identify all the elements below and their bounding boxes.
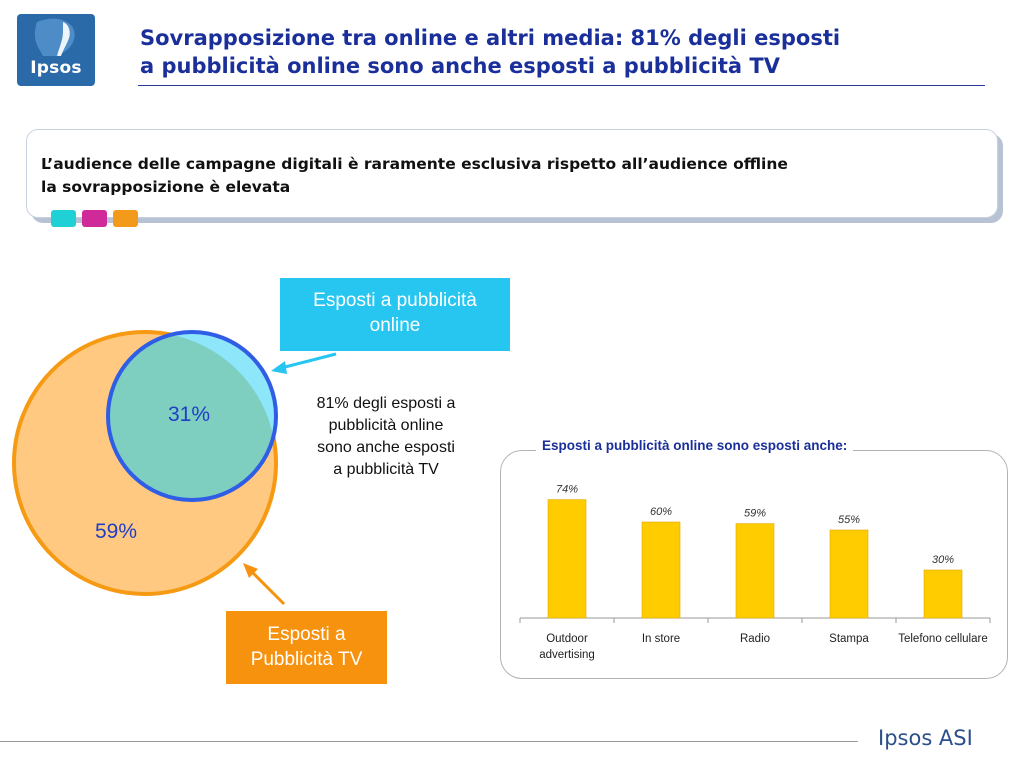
data-label: 74% (556, 484, 578, 496)
venn-overlap-region (108, 332, 276, 500)
footer-divider (0, 741, 858, 742)
arrow-tv-head (243, 563, 258, 578)
bar (641, 521, 681, 619)
bar (923, 569, 963, 619)
category-label: In store (642, 633, 680, 645)
overlap-note-line4: a pubblicità TV (333, 461, 439, 478)
category-label: Stampa (829, 633, 869, 645)
ipsos-logo: Ipsos (17, 14, 95, 86)
callout-online: Esposti a pubblicità online (280, 278, 510, 351)
category-label: Telefono cellulare (898, 633, 988, 645)
title-divider (138, 85, 985, 86)
chart-title: Esposti a pubblicità online sono esposti… (536, 438, 854, 453)
overlap-note-line3: sono anche esposti (317, 439, 455, 456)
category-label: advertising (539, 649, 595, 661)
subtitle-box (26, 129, 998, 218)
overlap-note-line1: 81% degli esposti a (316, 395, 456, 412)
callout-online-line1: Esposti a pubblicità (313, 290, 477, 311)
venn-diagram (12, 330, 278, 596)
overlap-note-line2: pubblicità online (328, 417, 444, 434)
category-label: Radio (740, 633, 770, 645)
venn-overlap-label: 31% (168, 403, 211, 426)
venn-tv-label: 59% (95, 520, 138, 543)
decor-square-magenta (82, 210, 107, 227)
callout-tv: Esposti a Pubblicità TV (226, 611, 387, 684)
callout-online-line2: online (369, 315, 421, 336)
data-label: 30% (932, 554, 954, 566)
callout-tv-line1: Esposti a (267, 624, 346, 645)
footer-brand: Ipsos ASI (878, 726, 973, 750)
page-title: Sovrapposizione tra online e altri media… (140, 24, 985, 80)
arrow-online (280, 352, 337, 370)
arrow-online-head (271, 361, 287, 374)
bar (735, 523, 775, 619)
overlap-note: 81% degli esposti a pubblicità online so… (286, 393, 486, 481)
subtitle-text: L’audience delle campagne digitali è rar… (41, 153, 991, 199)
subtitle-line2: la sovrapposizione è elevata (41, 178, 291, 196)
decor-square-cyan (51, 210, 76, 227)
page-title-line1: Sovrapposizione tra online e altri media… (140, 26, 841, 50)
venn-online-outline (106, 330, 278, 502)
arrow-tv (249, 569, 286, 606)
data-label: 55% (838, 514, 860, 526)
bar (547, 499, 587, 619)
decor-square-orange (113, 210, 138, 227)
page-title-line2: a pubblicità online sono anche esposti a… (140, 54, 780, 78)
category-label: Outdoor (546, 633, 588, 645)
subtitle-line1: L’audience delle campagne digitali è rar… (41, 155, 788, 173)
data-label: 59% (744, 508, 766, 520)
logo-profile-icon (34, 18, 75, 56)
callout-tv-line2: Pubblicità TV (250, 649, 363, 670)
data-label: 60% (650, 506, 672, 518)
bar (829, 529, 869, 619)
logo-text: Ipsos (30, 58, 82, 78)
